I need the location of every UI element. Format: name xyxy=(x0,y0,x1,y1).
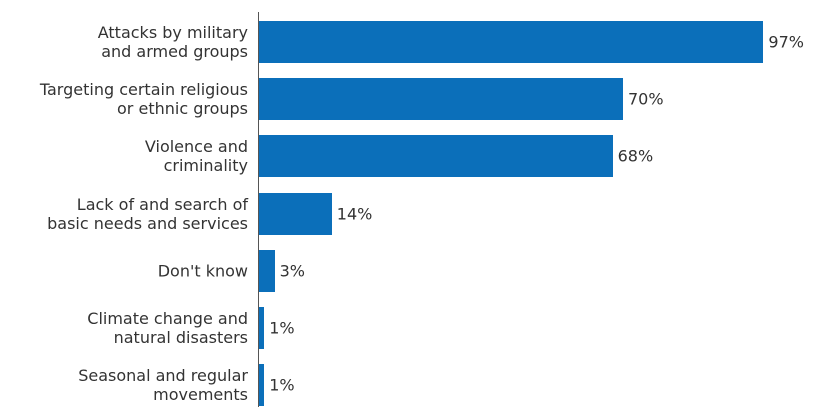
bar xyxy=(259,249,275,292)
category-label: Lack of and search of basic needs and se… xyxy=(47,194,248,233)
value-label: 1% xyxy=(269,318,295,338)
category-label: Attacks by military and armed groups xyxy=(97,23,248,61)
bar xyxy=(259,307,265,349)
category-label: Don't know xyxy=(157,261,248,281)
value-label: 14% xyxy=(336,204,373,224)
bar xyxy=(259,135,613,178)
value-label: 70% xyxy=(628,89,664,109)
bar xyxy=(259,21,764,63)
category-label: Violence and criminality xyxy=(144,137,248,176)
value-label: 3% xyxy=(279,261,305,281)
bar xyxy=(259,192,332,235)
category-label: Targeting certain religious or ethnic gr… xyxy=(39,80,248,119)
bar xyxy=(259,78,623,121)
value-label: 68% xyxy=(617,146,654,166)
value-label: 97% xyxy=(768,32,804,52)
value-label: 1% xyxy=(269,375,295,395)
category-label: Climate change and natural disasters xyxy=(87,309,248,347)
bar xyxy=(259,364,265,407)
category-label: Seasonal and regular movements xyxy=(78,366,248,405)
axis-line xyxy=(258,12,259,407)
